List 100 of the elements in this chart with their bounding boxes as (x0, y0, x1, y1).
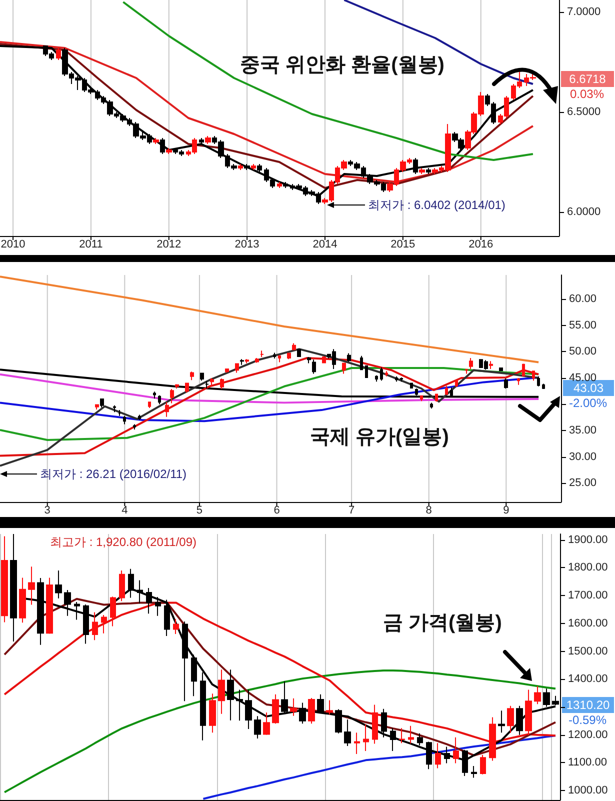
candlestick (182, 620, 188, 702)
candlestick (257, 164, 262, 172)
candlestick (322, 356, 326, 364)
candlestick (400, 376, 403, 382)
line-series (0, 276, 540, 364)
y-tick-label: 60.00 (569, 293, 597, 306)
candlestick (335, 708, 342, 734)
candlestick (281, 680, 288, 714)
candlestick (435, 394, 438, 402)
candlestick (498, 710, 505, 734)
candlestick (471, 766, 477, 778)
candlestick (205, 380, 209, 389)
candlestick (28, 566, 35, 606)
candlestick (10, 534, 17, 642)
candlestick (235, 363, 239, 374)
candlestick (227, 669, 234, 721)
line-series (0, 373, 540, 404)
x-tick-label: 3 (44, 504, 50, 516)
y-tick-label: 35.00 (569, 424, 597, 437)
y-tick-label: 1700.00 (568, 590, 608, 602)
candlestick (55, 570, 62, 599)
candlestick (56, 48, 61, 60)
candlestick (465, 368, 468, 374)
candlestick (160, 138, 165, 154)
candlestick (413, 158, 418, 174)
text: 0.03% (570, 87, 604, 101)
y-tick-label: 6.0000 (567, 206, 601, 218)
candlestick (254, 716, 261, 739)
y-tick-label: 1900.00 (568, 534, 608, 546)
line-series (202, 734, 556, 800)
candlestick (499, 366, 503, 372)
candlestick (417, 732, 423, 746)
candlestick (251, 164, 256, 170)
candlestick (218, 669, 225, 714)
x-tick-label: 2013 (234, 238, 260, 250)
candlestick (273, 352, 276, 360)
candlestick (380, 366, 383, 382)
text: -2.00% (568, 396, 608, 410)
y-tick-label: 1600.00 (568, 617, 608, 630)
y-tick-label: 1200.00 (568, 728, 608, 741)
x-tick-label: 8 (426, 504, 432, 516)
candlestick (199, 138, 204, 144)
candlestick (278, 355, 281, 363)
x-tick-label: 2011 (79, 238, 103, 250)
candlestick (170, 388, 174, 404)
candlestick (1, 536, 8, 623)
x-tick-label: 2012 (156, 238, 182, 250)
candlestick (148, 402, 151, 408)
x-tick-label: 9 (503, 504, 510, 516)
line-series (0, 348, 540, 467)
candlestick (153, 138, 159, 144)
candlestick (92, 612, 98, 641)
candlestick (354, 732, 360, 755)
candlestick (453, 736, 459, 764)
y-tick-label: 55.00 (569, 319, 597, 332)
candlestick (517, 377, 520, 386)
text: 중국 위안화 환율(월봉) (240, 54, 444, 76)
candlestick (381, 708, 387, 738)
candlestick (283, 182, 288, 188)
candlestick (522, 363, 525, 377)
candlestick (419, 168, 425, 174)
x-tick-label: 2015 (390, 238, 416, 250)
candlestick (390, 728, 396, 752)
candlestick (209, 693, 216, 734)
candlestick (277, 182, 282, 188)
candlestick (173, 618, 179, 634)
candlestick (292, 342, 296, 351)
text: 6.6718 (569, 72, 606, 86)
candlestick (133, 424, 136, 430)
candlestick (200, 372, 204, 382)
line-series (4, 669, 556, 794)
candlestick (365, 364, 368, 378)
candlestick (360, 355, 363, 371)
candlestick (326, 700, 333, 715)
candlestick (118, 410, 121, 416)
x-tick-label: 2016 (468, 238, 494, 250)
candlestick (238, 164, 243, 170)
text: 국제 유가(일봉) (310, 426, 449, 448)
candlestick (240, 358, 244, 366)
text: 금 가격(월봉) (383, 612, 502, 634)
candlestick (236, 689, 243, 722)
candlestick (299, 702, 306, 724)
candlestick (399, 728, 405, 744)
y-tick-label: 1000.00 (568, 784, 608, 797)
candlestick (158, 394, 161, 405)
candlestick (395, 376, 398, 382)
y-tick-label: 50.00 (569, 346, 597, 358)
candlestick (342, 362, 346, 374)
x-tick-label: 5 (196, 504, 203, 516)
candlestick (420, 394, 423, 402)
candlestick (83, 604, 89, 644)
candlestick (165, 402, 169, 418)
y-tick-label: 1500.00 (568, 645, 608, 658)
candlestick (344, 719, 351, 746)
candlestick (385, 370, 388, 377)
candlestick (263, 712, 270, 736)
annotation: 최고가 : 1,920.80 (2011/09) (50, 535, 197, 549)
candlestick (101, 614, 107, 634)
candlestick (507, 705, 514, 734)
candlestick (312, 359, 316, 374)
